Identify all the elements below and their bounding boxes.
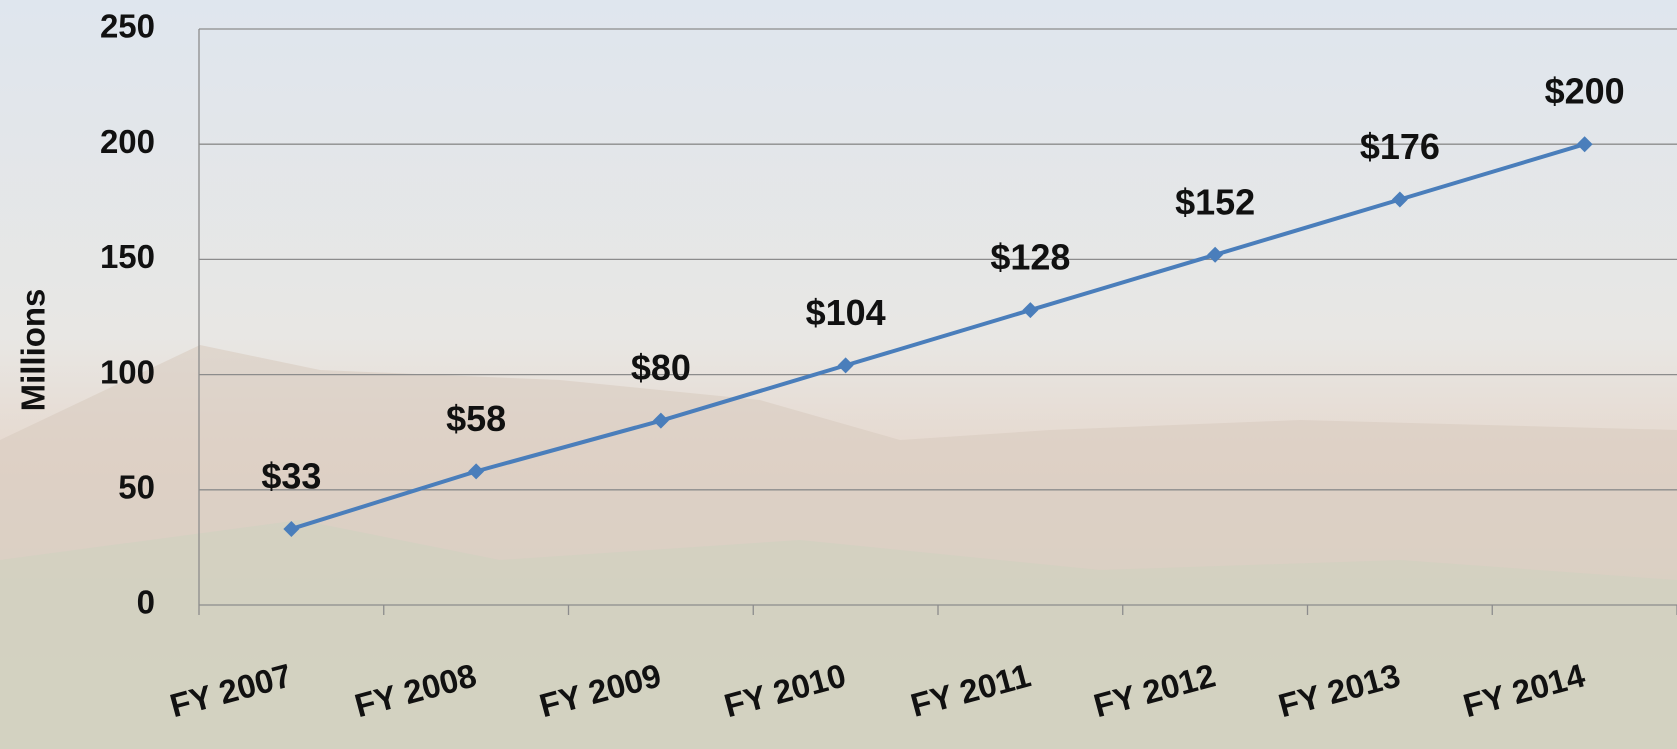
data-label: $104 <box>806 292 886 333</box>
y-tick-label: 100 <box>100 353 155 390</box>
y-tick-label: 150 <box>100 238 155 275</box>
data-label: $80 <box>631 347 691 388</box>
data-label: $58 <box>446 398 506 439</box>
page: {"chart_data": {"type": "line", "y_label… <box>0 0 1677 749</box>
data-label: $128 <box>990 237 1070 278</box>
data-label: $176 <box>1360 126 1440 167</box>
chart: Millions 0 50 100 150 200 250 $33 $58 $80 $104 $12… <box>0 0 1677 749</box>
data-label: $33 <box>261 455 321 496</box>
data-label: $200 <box>1545 71 1625 112</box>
y-tick-label: 250 <box>100 8 155 45</box>
y-tick-label: 50 <box>118 469 155 506</box>
data-label: $152 <box>1175 181 1255 222</box>
y-tick-label: 200 <box>100 123 155 160</box>
y-tick-label: 0 <box>137 584 155 621</box>
y-axis-label: Millions <box>15 289 52 412</box>
